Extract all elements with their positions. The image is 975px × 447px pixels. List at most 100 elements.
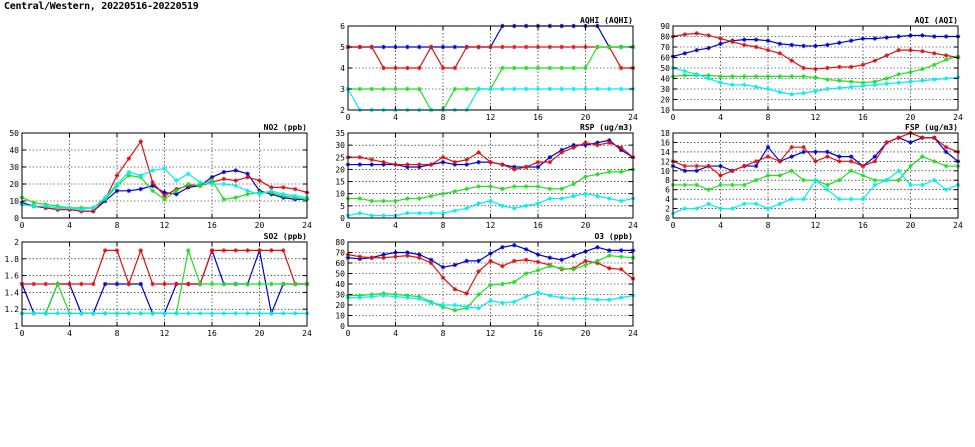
point-mark	[381, 213, 386, 218]
y-tick-label: 1.6	[5, 272, 20, 281]
point-mark	[789, 145, 794, 149]
point-mark	[429, 301, 433, 305]
x-tick-label: 16	[533, 221, 543, 230]
point-mark	[754, 202, 758, 206]
data-point	[245, 188, 250, 193]
data-point	[583, 174, 588, 179]
data-point	[547, 196, 553, 201]
data-point	[257, 192, 262, 197]
point-mark	[813, 89, 818, 93]
point-mark	[488, 298, 493, 303]
point-mark	[186, 248, 191, 253]
point-mark	[849, 159, 853, 164]
data-point	[55, 205, 60, 210]
data-point	[476, 86, 481, 92]
data-point	[114, 311, 120, 316]
y-tick-label: 6	[665, 186, 670, 195]
point-mark	[393, 199, 398, 203]
point-mark	[453, 87, 457, 91]
point-mark	[730, 206, 735, 211]
data-point	[209, 311, 215, 316]
data-point	[67, 311, 72, 316]
y-tick-label: 10	[660, 106, 670, 115]
point-mark	[536, 252, 540, 257]
point-mark	[766, 206, 770, 211]
point-mark	[233, 195, 238, 200]
data-point	[221, 248, 227, 253]
x-tick-label: 12	[160, 221, 170, 230]
data-point	[512, 44, 517, 50]
point-mark	[884, 76, 889, 81]
data-point	[369, 255, 374, 260]
data-point	[126, 188, 132, 193]
point-mark	[293, 187, 297, 191]
point-mark	[813, 44, 818, 48]
point-mark	[837, 178, 842, 183]
data-point	[488, 282, 493, 288]
data-point	[55, 281, 60, 287]
point-mark	[55, 282, 60, 286]
point-mark	[222, 248, 226, 253]
x-tick-label: 20	[906, 221, 916, 230]
point-mark	[766, 48, 770, 52]
data-point	[860, 62, 866, 68]
data-point	[512, 86, 517, 92]
point-mark	[186, 182, 191, 186]
point-mark	[174, 188, 179, 193]
x-tick-label: 24	[302, 329, 312, 338]
point-mark	[861, 84, 865, 88]
data-point	[162, 197, 167, 202]
y-tick-label: 12	[660, 157, 670, 166]
point-mark	[233, 282, 238, 286]
data-point	[405, 253, 410, 258]
point-mark	[766, 87, 770, 91]
data-point	[825, 42, 830, 48]
data-point	[369, 44, 374, 50]
point-mark	[381, 45, 386, 49]
x-tick-label: 16	[533, 329, 543, 338]
point-mark	[837, 154, 842, 159]
data-point	[233, 168, 238, 173]
data-point	[452, 159, 458, 165]
point-mark	[381, 87, 386, 91]
point-mark	[754, 37, 758, 42]
data-point	[547, 155, 553, 160]
point-mark	[536, 165, 540, 169]
point-mark	[706, 33, 711, 38]
data-point	[221, 281, 227, 287]
data-point	[706, 201, 711, 207]
point-mark	[186, 311, 191, 316]
point-mark	[476, 292, 481, 297]
data-point	[595, 172, 600, 177]
point-mark	[150, 188, 155, 193]
data-point	[848, 64, 854, 70]
point-mark	[162, 190, 167, 195]
data-point	[428, 162, 434, 167]
point-mark	[269, 188, 274, 193]
point-mark	[405, 250, 410, 255]
point-mark	[476, 45, 481, 49]
data-point	[694, 72, 699, 77]
point-mark	[837, 86, 842, 90]
point-mark	[524, 165, 528, 169]
point-mark	[138, 187, 143, 191]
data-point	[848, 84, 854, 90]
point-mark	[694, 31, 699, 36]
point-mark	[417, 252, 422, 257]
point-mark	[43, 311, 48, 316]
point-mark	[127, 282, 131, 286]
point-mark	[174, 192, 179, 197]
point-mark	[583, 249, 588, 254]
data-point	[405, 162, 410, 167]
data-point	[43, 203, 48, 209]
point-mark	[536, 160, 540, 164]
x-tick-label: 16	[858, 113, 868, 122]
data-point	[440, 191, 446, 196]
point-mark	[405, 295, 410, 300]
data-point	[221, 197, 227, 202]
point-mark	[548, 45, 552, 49]
point-mark	[257, 311, 262, 316]
point-mark	[269, 248, 274, 253]
data-point	[789, 42, 794, 48]
data-point	[535, 268, 541, 273]
